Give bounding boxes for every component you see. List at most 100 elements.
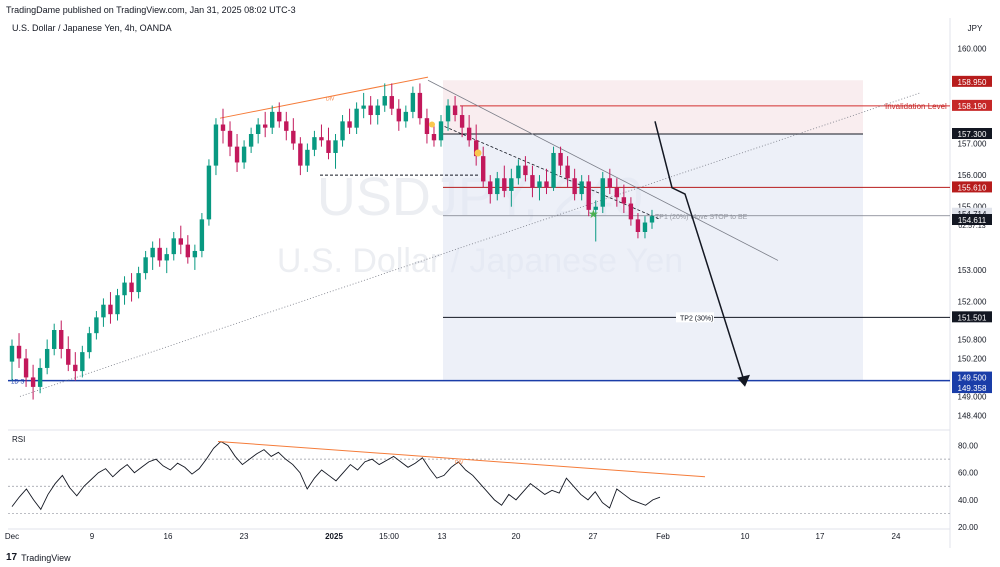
candle-body (586, 181, 591, 210)
level-badge (952, 382, 992, 394)
rsi-divergence-line (217, 441, 706, 478)
candle-body (115, 295, 120, 315)
candle-body (192, 250, 198, 258)
candle-body (129, 282, 134, 293)
level-badge-label: 157.300 (958, 130, 987, 139)
x-tick-label: 17 (816, 532, 825, 541)
candle-body (23, 358, 29, 378)
candle-body (495, 178, 500, 195)
candle-body (614, 187, 620, 198)
candle-body (368, 105, 373, 116)
candle-body (347, 121, 352, 128)
currency-label: JPY (968, 24, 983, 33)
candle-body (108, 304, 113, 315)
tradingview-logo-icon: 17 (6, 552, 18, 563)
candle-body (565, 165, 570, 179)
tp2-note: TP2 (30%) (680, 315, 713, 322)
candle-body (59, 330, 64, 349)
candle-body (213, 124, 219, 166)
rsi-divergence-label: DIV (455, 460, 464, 466)
candle-body (199, 219, 205, 251)
tp2-note-bg (676, 312, 714, 323)
candle-body (241, 146, 247, 163)
tradingview-brand[interactable]: 17 TradingView (6, 552, 71, 563)
candle-body (445, 105, 451, 122)
candle-body (389, 96, 394, 109)
candle-body (248, 134, 254, 147)
candle-body (530, 175, 535, 188)
y-tick-label: 150.800 (958, 335, 987, 344)
candle-body (600, 178, 605, 207)
rsi-label: RSI (12, 435, 25, 444)
brand-label: TradingView (21, 552, 71, 563)
candle-body (593, 206, 598, 210)
candle-body (333, 140, 338, 153)
candle-body (502, 178, 507, 191)
x-tick-label: 20 (512, 532, 521, 541)
y-tick-label: 157.000 (958, 139, 987, 148)
y-tick-label: 153.000 (958, 266, 987, 275)
candle-body (340, 121, 345, 141)
candle-body (509, 178, 514, 191)
candle-body (466, 127, 472, 141)
candle-body (417, 92, 423, 119)
price-divergence-label: DIV (326, 97, 335, 103)
invalidation-note: Invalidation Level (885, 102, 947, 111)
target-zone (443, 134, 863, 381)
level-badge (952, 99, 992, 111)
candle-body (66, 348, 71, 365)
candle-body (635, 219, 641, 232)
x-tick-label: 2025 (325, 532, 343, 541)
candle-body (326, 140, 331, 153)
level-badge (952, 207, 992, 219)
level-badge-label: 155.610 (958, 183, 987, 192)
candle-body (227, 130, 233, 147)
candle-body (354, 108, 359, 128)
x-tick-label: Dec (5, 532, 19, 541)
candle-body (291, 130, 296, 144)
rsi-line (11, 440, 661, 511)
candle-body (143, 257, 148, 274)
candle-body (122, 282, 127, 296)
level-badge (952, 371, 992, 383)
candle-body (101, 304, 106, 318)
candle-body (305, 149, 310, 166)
x-tick-label: 24 (892, 532, 901, 541)
stop-zone (443, 80, 863, 134)
candle-body (206, 165, 212, 220)
candle-body (255, 124, 261, 134)
candle-body (284, 121, 289, 131)
x-tick-label: 15:00 (379, 532, 400, 541)
candle-body (87, 333, 92, 353)
candle-body (73, 364, 78, 372)
level-badge-label: 151.501 (958, 313, 987, 322)
candle-body (488, 181, 493, 195)
candle-body (403, 111, 409, 122)
candle-body (544, 181, 549, 188)
candle-body (361, 105, 366, 109)
candle-body (51, 330, 57, 349)
candle-body (607, 178, 613, 188)
candle-body (452, 105, 458, 116)
candle-body (579, 181, 584, 195)
level-badge (952, 311, 992, 323)
level-badge-label: 149.358 (958, 384, 987, 393)
candle-body (9, 345, 15, 362)
candle-body (312, 137, 317, 150)
candle-body (298, 143, 303, 166)
candle-body (558, 152, 563, 166)
projection-arrowhead (737, 374, 750, 387)
y-tick-label: 149.000 (958, 392, 987, 401)
x-tick-label: 27 (589, 532, 598, 541)
publish-info: TradingDame published on TradingView.com… (6, 5, 296, 15)
candle-body (424, 118, 430, 134)
candle-body (16, 345, 22, 359)
candle-body (37, 367, 43, 387)
candle-body (473, 140, 479, 157)
descending-trendline (427, 79, 779, 261)
candle-body (621, 197, 627, 204)
candle-body (431, 134, 437, 141)
x-tick-label: 9 (90, 532, 95, 541)
y-tick-label: 148.400 (958, 411, 987, 420)
